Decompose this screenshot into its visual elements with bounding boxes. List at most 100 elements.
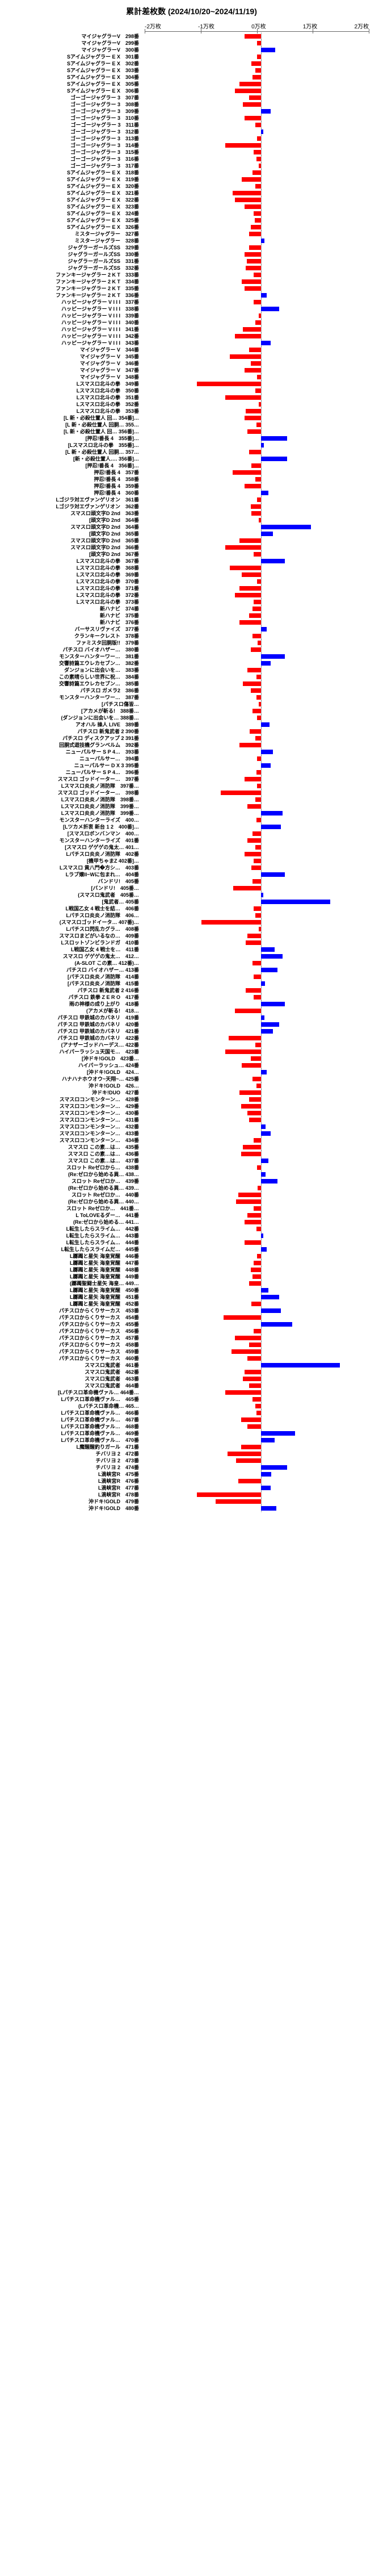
chart-row: Lスマスロ北斗の拳 371番 xyxy=(3,585,380,591)
chart-row: Sアイムジャグラー E X 305番 xyxy=(3,81,380,87)
bar xyxy=(254,975,261,979)
bar xyxy=(225,395,261,400)
chart-row: バーサスリヴァイズ 377番 xyxy=(3,626,380,632)
chart-row: [押忍!番長 4 355番]… xyxy=(3,435,380,441)
bar xyxy=(245,484,261,488)
chart-row: Lパチスロ閃乱カグラ… 408番 xyxy=(3,926,380,932)
bar xyxy=(249,1343,261,1347)
chart-row: Lパチスロ革命機ヴァル… 465番 xyxy=(3,1396,380,1402)
chart-row: Lパチスロ革命機ヴァル… 467番 xyxy=(3,1416,380,1423)
bar-area xyxy=(142,572,380,578)
bar-area xyxy=(142,231,380,237)
bar xyxy=(230,354,261,359)
bar xyxy=(251,1302,261,1306)
chart-row: ファミスタ回胴版!! 379番 xyxy=(3,639,380,646)
bar xyxy=(261,763,271,768)
bar xyxy=(251,865,261,870)
bar-area xyxy=(142,74,380,80)
bar-area xyxy=(142,1390,380,1395)
chart-row: 押忍!番長 4 360番 xyxy=(3,490,380,496)
chart-row: Lスマスロ北斗の拳 350番 xyxy=(3,387,380,394)
bar xyxy=(249,245,261,250)
bar-area xyxy=(142,599,380,605)
chart-row: パチスロ バイオハザー… 380番 xyxy=(3,646,380,653)
chart-row: Sアイムジャグラー E X 304番 xyxy=(3,74,380,80)
bar xyxy=(261,1288,268,1293)
chart-row: スマスロコンモンターン… 434番 xyxy=(3,1137,380,1143)
bar-area xyxy=(142,1199,380,1205)
bar-area xyxy=(142,183,380,189)
bar xyxy=(245,777,261,781)
bar xyxy=(228,1452,261,1456)
chart-row: パチスロからくりサーカス 459番 xyxy=(3,1348,380,1354)
bar xyxy=(261,1070,267,1074)
bar xyxy=(252,1274,261,1279)
bar xyxy=(254,552,261,557)
bar-area xyxy=(142,1049,380,1055)
bar-area xyxy=(142,565,380,571)
chart-row: マイジャグラーV 298番 xyxy=(3,33,380,39)
chart-row: マイジャグラーV 299番 xyxy=(3,40,380,46)
chart-row: Lパチスロ炎炎ノ消防隊 402番 xyxy=(3,851,380,857)
bar xyxy=(255,845,261,850)
bar-area xyxy=(142,68,380,73)
chart-row: ハナハナホウオウ~天翔~… 425番 xyxy=(3,1076,380,1082)
chart-row: Lスマスロ北斗の拳 349番 xyxy=(3,380,380,387)
chart-row: ゴーゴージャグラー 3 308番 xyxy=(3,101,380,107)
bar xyxy=(239,743,261,747)
chart-row: ハイパーラッシュ天国モ… 423番 xyxy=(3,1048,380,1055)
bar-area xyxy=(142,1117,380,1123)
chart-row: パチスロ 甲鉄城のカバネリ 420番 xyxy=(3,1021,380,1027)
bar xyxy=(255,68,261,73)
bar-area xyxy=(142,885,380,891)
bar-area xyxy=(142,592,380,598)
bar-area xyxy=(142,879,380,884)
bar-area xyxy=(142,463,380,469)
bar xyxy=(249,1281,261,1286)
bar xyxy=(261,893,263,897)
bar-area xyxy=(142,81,380,87)
chart-row: スマスロ鬼武者 463番 xyxy=(3,1375,380,1382)
chart-row: 沖ドキ!GOLD 426… xyxy=(3,1082,380,1089)
bar-area xyxy=(142,899,380,905)
bar-area xyxy=(142,327,380,332)
bar-area xyxy=(142,347,380,353)
chart-row: ハッピージャグラー V I I I 342番 xyxy=(3,333,380,339)
bar-area xyxy=(142,1328,380,1334)
chart-row: [沖ドキ!GOLD 423番… xyxy=(3,1055,380,1061)
chart-row: Lスマスロ北斗の拳 351番 xyxy=(3,394,380,400)
bar-area xyxy=(142,292,380,298)
bar xyxy=(261,1465,287,1470)
bar-area xyxy=(142,1206,380,1211)
chart-row: 押忍!番長 4 357番 xyxy=(3,469,380,475)
bar xyxy=(261,129,263,134)
bar xyxy=(261,1029,273,1034)
chart-row: ニューパルサー S P 4… 396番 xyxy=(3,769,380,775)
chart-row: (スマスロゴッドイータ… 407番)… xyxy=(3,919,380,925)
bar-area xyxy=(142,722,380,727)
bar-area xyxy=(142,1287,380,1293)
bar-area xyxy=(142,361,380,366)
chart-row: スマスロコンモンターン… 433番 xyxy=(3,1130,380,1136)
bar-area xyxy=(142,224,380,230)
chart-row: Sアイムジャグラー E X 323番 xyxy=(3,203,380,210)
chart-row: マイジャグラー V 345番 xyxy=(3,353,380,359)
chart-row: L躑躅と星矢 海皇覚醒 449番 xyxy=(3,1273,380,1279)
bar-area xyxy=(142,1056,380,1061)
bar xyxy=(245,1240,261,1245)
chart-row: ニューパルサー S P 4… 393番 xyxy=(3,748,380,755)
bar-area xyxy=(142,245,380,250)
bar-area xyxy=(142,640,380,646)
bar xyxy=(255,388,261,393)
bar-area xyxy=(142,926,380,932)
bar xyxy=(249,1383,261,1388)
bar-area xyxy=(142,1076,380,1082)
bar-area xyxy=(142,476,380,482)
bar-area xyxy=(142,844,380,850)
chart-row: [Lツカメ折衷 新台 1 2 400番]… xyxy=(3,823,380,830)
bar xyxy=(254,1261,261,1265)
chart-row: Lスマスロ 黄八門�方シ… 403番 xyxy=(3,864,380,871)
chart-row: [パチスロ炎炎ノ消防隊 414番 xyxy=(3,973,380,980)
chart-row: Sアイムジャグラー E X 319番 xyxy=(3,176,380,182)
chart-row: 押忍!番長 4 359番 xyxy=(3,483,380,489)
